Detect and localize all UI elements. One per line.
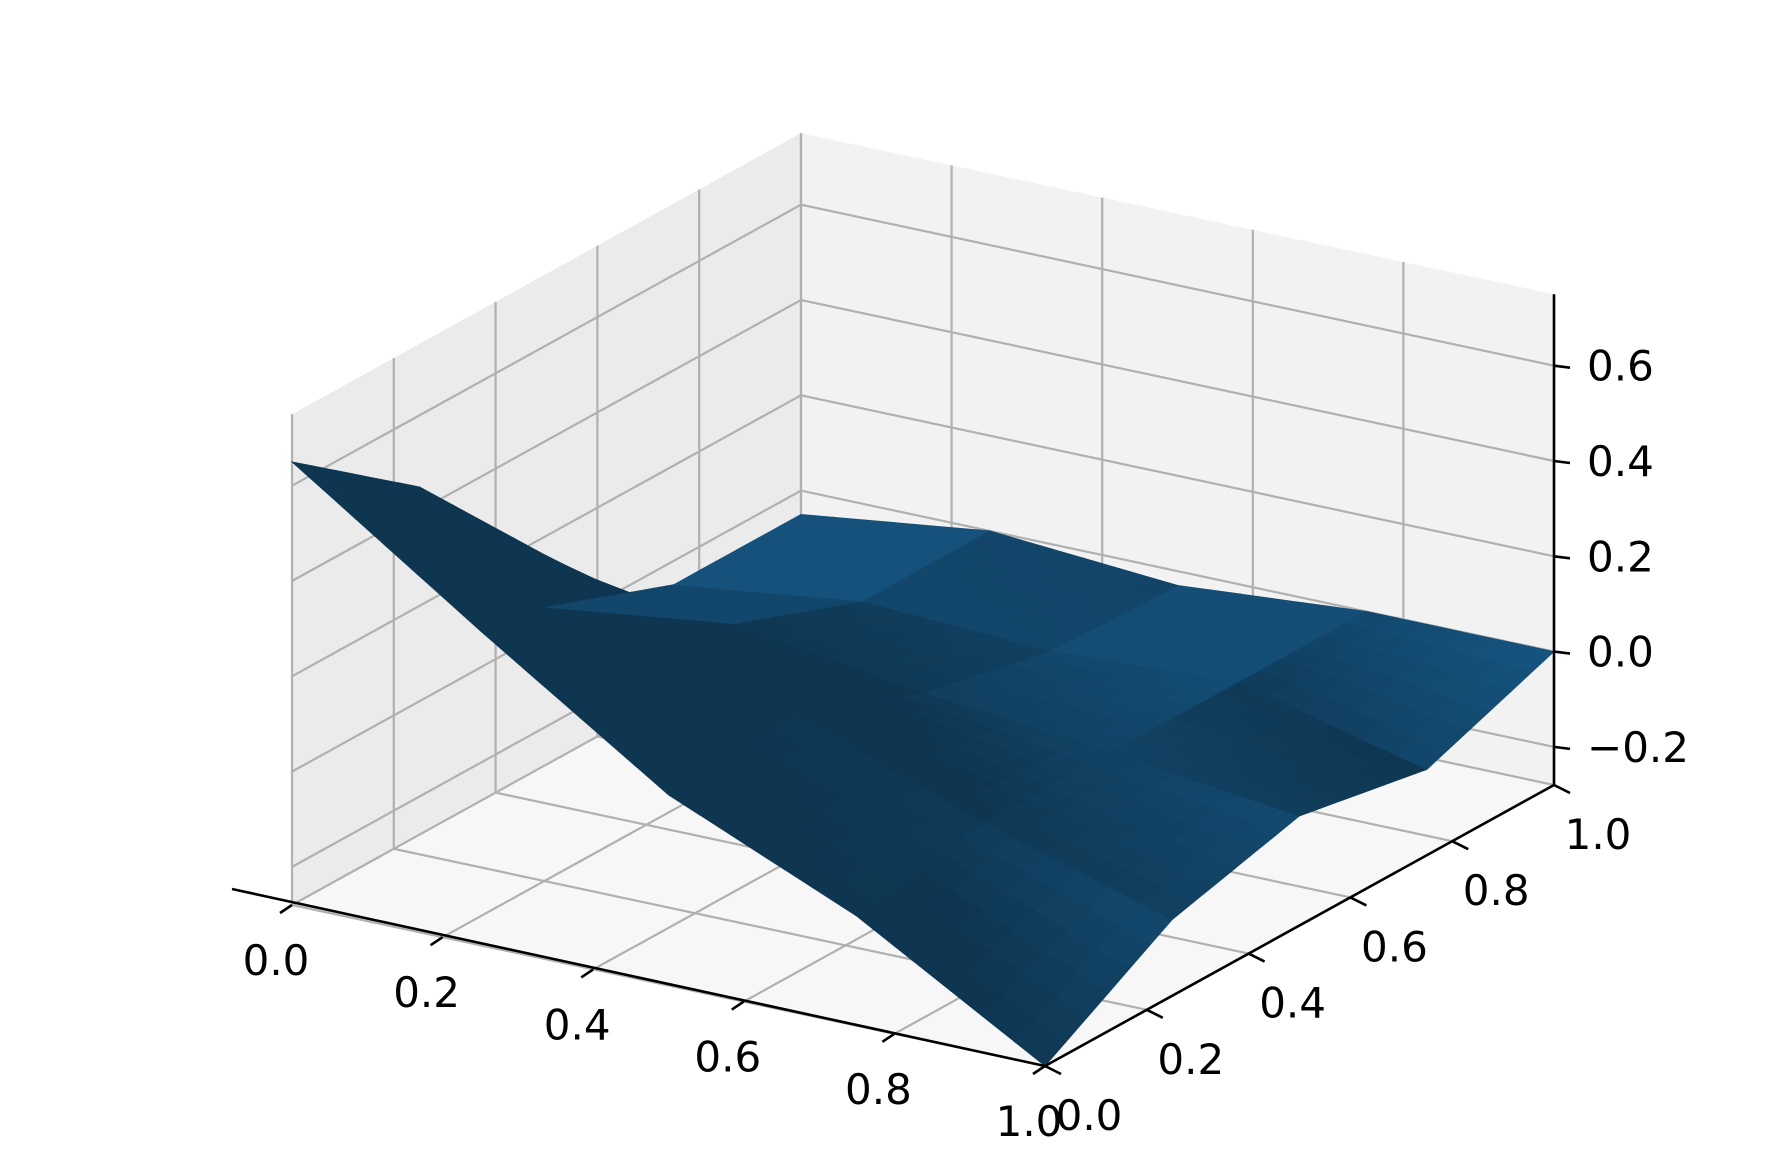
x-tick-label: 1.0 — [996, 1097, 1063, 1146]
x-tick-3 — [731, 1000, 745, 1011]
z-tick-0 — [1553, 745, 1571, 751]
y-tick-2 — [1248, 952, 1266, 963]
z-grid-line-3 — [291, 298, 1555, 582]
x-tick-2 — [580, 968, 594, 979]
left-pane — [292, 133, 801, 905]
x-tick-5 — [1032, 1064, 1046, 1076]
z-tick-3 — [1553, 459, 1571, 465]
z-tick-2 — [1553, 554, 1571, 560]
x-tick-label: 0.8 — [845, 1065, 912, 1114]
y-tick-3 — [1349, 896, 1367, 907]
x-tick-1 — [429, 936, 444, 947]
z-tick-label: 0.4 — [1587, 437, 1654, 486]
z-tick-label: 0.0 — [1587, 628, 1654, 677]
z-tick-1 — [1553, 650, 1571, 655]
y-tick-0 — [1044, 1064, 1062, 1076]
y-tick-4 — [1451, 840, 1469, 851]
x-tick-label: 0.4 — [544, 1000, 611, 1049]
z-grid-line-1 — [291, 489, 1555, 773]
y-axis-line — [1044, 783, 1555, 1068]
y-tick-label: 0.0 — [1056, 1091, 1123, 1140]
x-tick-label: 0.2 — [393, 968, 460, 1017]
x-tick-label: 0.6 — [694, 1033, 761, 1082]
z-grid-line-4 — [291, 203, 1555, 487]
z-tick-label: 0.2 — [1587, 532, 1654, 581]
y-tick-1 — [1146, 1008, 1164, 1019]
z-tick-label: −0.2 — [1587, 723, 1689, 772]
y-tick-label: 0.2 — [1157, 1035, 1224, 1084]
y-tick-label: 0.6 — [1361, 922, 1428, 971]
x-tick-4 — [881, 1032, 896, 1043]
surface — [290, 461, 1555, 1067]
y-tick-label: 1.0 — [1565, 810, 1632, 859]
y-tick-label: 0.4 — [1259, 979, 1326, 1028]
z-tick-label: 0.6 — [1587, 342, 1654, 391]
y-tick-5 — [1553, 783, 1571, 795]
x-tick-label: 0.0 — [243, 936, 310, 985]
x-axis-line — [231, 887, 1046, 1068]
surface-patch-0-23 — [778, 513, 834, 530]
z-tick-4 — [1553, 364, 1571, 369]
x-tick-0 — [279, 903, 293, 915]
y-tick-label: 0.8 — [1463, 866, 1530, 915]
